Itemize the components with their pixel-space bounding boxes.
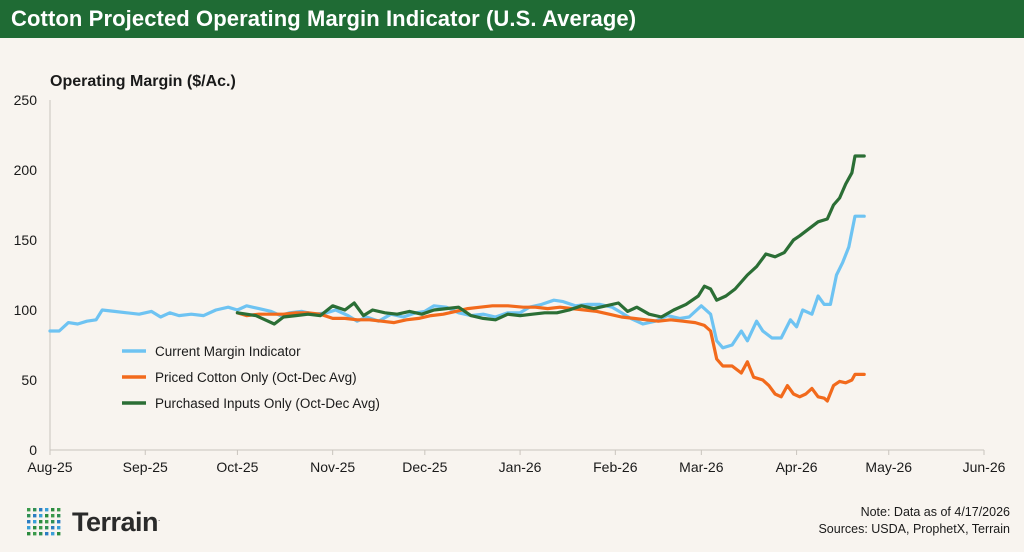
- logo-text: Terrain.: [72, 506, 160, 537]
- line-chart: Operating Margin ($/Ac.) 0 50 100 150 200 250…: [14, 73, 1006, 475]
- series-line-1: [48, 214, 866, 350]
- title-bar: Cotton Projected Operating Margin Indica…: [0, 0, 1024, 38]
- y-tick-label: 250: [14, 92, 38, 108]
- legend-label: Priced Cotton Only (Oct-Dec Avg): [155, 370, 357, 385]
- y-tick-label: 100: [14, 302, 38, 318]
- sources-note: Sources: USDA, ProphetX, Terrain: [818, 522, 1010, 536]
- y-axis-label: Operating Margin ($/Ac.): [50, 73, 236, 90]
- terrain-logo: Terrain.: [26, 505, 160, 539]
- y-axis-ticks: 0 50 100 150 200 250: [14, 92, 38, 458]
- series-line-2: [235, 304, 866, 403]
- terrain-dot-grid-icon: [27, 508, 61, 536]
- x-tick-label: Nov-25: [310, 459, 355, 475]
- chart-legend: Current Margin Indicator Priced Cotton On…: [122, 344, 380, 411]
- footer-note: Note: Data as of 4/17/2026 Sources: USDA…: [818, 504, 1010, 538]
- x-tick-label: Jun-26: [963, 459, 1006, 475]
- x-tick-label: Dec-25: [402, 459, 447, 475]
- legend-label: Current Margin Indicator: [155, 344, 301, 359]
- plot-area: [48, 100, 984, 451]
- x-tick-label: Apr-26: [776, 459, 818, 475]
- y-tick-label: 50: [21, 372, 37, 388]
- series-line-3: [235, 154, 866, 326]
- x-tick-label: Mar-26: [679, 459, 724, 475]
- y-tick-label: 0: [29, 442, 37, 458]
- legend-label: Purchased Inputs Only (Oct-Dec Avg): [155, 396, 380, 411]
- x-tick-label: Sep-25: [123, 459, 168, 475]
- x-tick-label: Aug-25: [27, 459, 72, 475]
- x-tick-label: Jan-26: [499, 459, 542, 475]
- page-title: Cotton Projected Operating Margin Indica…: [11, 6, 637, 31]
- y-tick-label: 200: [14, 162, 38, 178]
- x-axis-ticks: Aug-25 Sep-25 Oct-25 Nov-25 Dec-25 Jan-26 Feb-…: [27, 450, 1006, 475]
- x-tick-label: Oct-25: [216, 459, 258, 475]
- x-tick-label: May-26: [865, 459, 912, 475]
- data-as-of-note: Note: Data as of 4/17/2026: [860, 505, 1010, 519]
- y-tick-label: 150: [14, 232, 38, 248]
- x-tick-label: Feb-26: [593, 459, 638, 475]
